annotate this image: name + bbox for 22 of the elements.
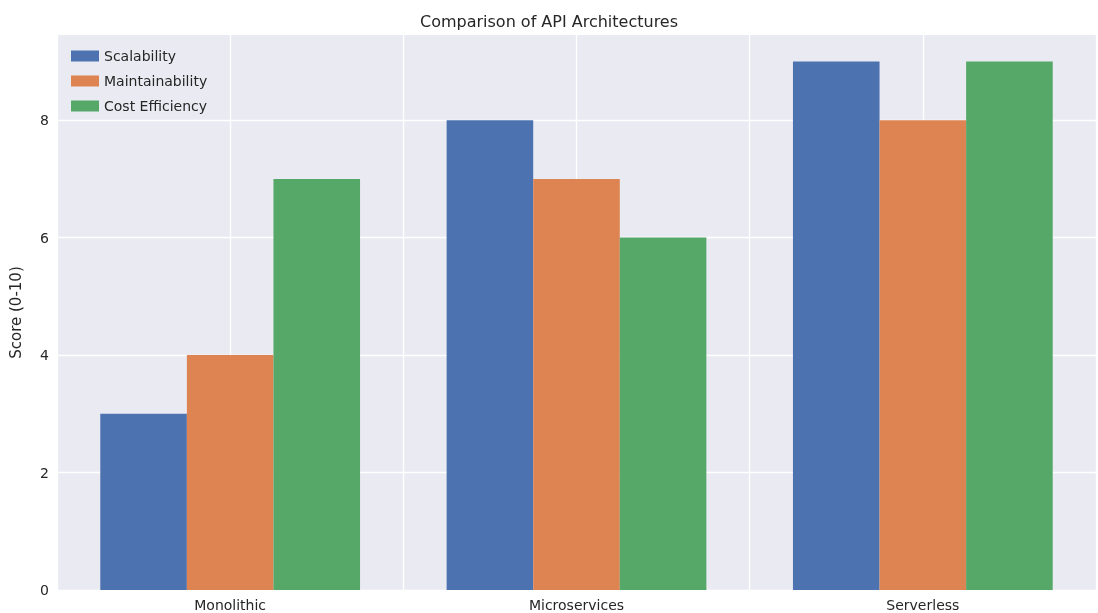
y-tick-label: 2 [40, 464, 49, 481]
x-tick-label: Serverless [886, 597, 960, 613]
y-tick-label: 4 [40, 347, 50, 364]
chart-title: Comparison of API Architectures [419, 11, 679, 31]
y-tick-label: 0 [40, 582, 49, 598]
x-tick-label: Microservices [528, 597, 625, 613]
bar [273, 178, 361, 590]
bar [100, 413, 187, 590]
bar [446, 120, 534, 590]
y-tick-label: 8 [40, 112, 49, 129]
y-axis-title: Score (0-10) [6, 266, 25, 359]
bar [966, 61, 1053, 590]
y-tick-label: 6 [40, 229, 50, 246]
bar [792, 61, 880, 590]
legend-label: Scalability [104, 48, 176, 64]
legend-label: Maintainability [104, 73, 208, 89]
bar [879, 120, 967, 590]
bar [619, 237, 707, 590]
x-tick-label: Monolithic [194, 597, 267, 613]
legend-label: Cost Efficiency [104, 98, 208, 114]
bar [533, 178, 620, 590]
bar [186, 355, 274, 590]
